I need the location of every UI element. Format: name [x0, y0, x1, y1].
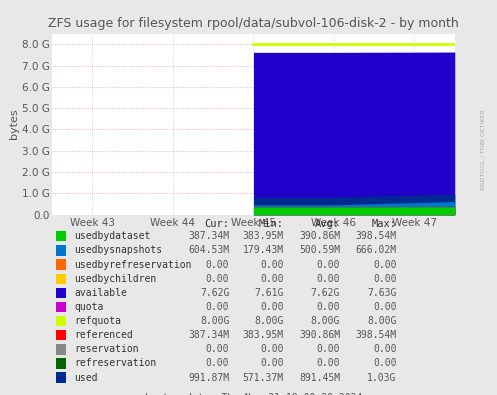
Text: 387.34M: 387.34M — [188, 330, 229, 340]
FancyBboxPatch shape — [56, 245, 66, 256]
Text: 0.00: 0.00 — [373, 359, 397, 369]
Text: 0.00: 0.00 — [260, 274, 284, 284]
Text: reservation: reservation — [75, 344, 139, 354]
Text: 571.37M: 571.37M — [243, 372, 284, 383]
Text: 7.62G: 7.62G — [200, 288, 229, 298]
Text: 0.00: 0.00 — [260, 260, 284, 269]
Text: 0.00: 0.00 — [317, 344, 340, 354]
FancyBboxPatch shape — [56, 330, 66, 340]
Text: 666.02M: 666.02M — [355, 245, 397, 256]
Text: 7.63G: 7.63G — [367, 288, 397, 298]
Title: ZFS usage for filesystem rpool/data/subvol-106-disk-2 - by month: ZFS usage for filesystem rpool/data/subv… — [48, 17, 459, 30]
Text: 0.00: 0.00 — [206, 260, 229, 269]
FancyBboxPatch shape — [56, 372, 66, 383]
Text: Max:: Max: — [371, 219, 397, 229]
Text: Min:: Min: — [258, 219, 284, 229]
Text: Cur:: Cur: — [204, 219, 229, 229]
Text: 398.54M: 398.54M — [355, 231, 397, 241]
FancyBboxPatch shape — [56, 358, 66, 369]
Text: 0.00: 0.00 — [317, 260, 340, 269]
Text: refreservation: refreservation — [75, 359, 157, 369]
FancyBboxPatch shape — [56, 273, 66, 284]
FancyBboxPatch shape — [56, 316, 66, 326]
Text: 991.87M: 991.87M — [188, 372, 229, 383]
Text: RRDTOOL / TOBI OETIKER: RRDTOOL / TOBI OETIKER — [481, 110, 486, 190]
Text: usedbydataset: usedbydataset — [75, 231, 151, 241]
Y-axis label: bytes: bytes — [9, 109, 19, 139]
Text: Last update: Thu Nov 21 19:00:20 2024: Last update: Thu Nov 21 19:00:20 2024 — [145, 393, 362, 395]
Text: 891.45M: 891.45M — [299, 372, 340, 383]
Text: 0.00: 0.00 — [373, 344, 397, 354]
FancyBboxPatch shape — [56, 260, 66, 270]
Text: 0.00: 0.00 — [260, 302, 284, 312]
Text: usedbyrefreservation: usedbyrefreservation — [75, 260, 192, 269]
Text: 500.59M: 500.59M — [299, 245, 340, 256]
Text: 604.53M: 604.53M — [188, 245, 229, 256]
FancyBboxPatch shape — [56, 231, 66, 241]
Text: usedbysnapshots: usedbysnapshots — [75, 245, 163, 256]
Text: quota: quota — [75, 302, 104, 312]
Text: 390.86M: 390.86M — [299, 231, 340, 241]
Text: available: available — [75, 288, 127, 298]
Text: Avg:: Avg: — [315, 219, 340, 229]
Text: 0.00: 0.00 — [206, 359, 229, 369]
Text: 0.00: 0.00 — [206, 344, 229, 354]
Text: 0.00: 0.00 — [317, 302, 340, 312]
Text: 0.00: 0.00 — [260, 359, 284, 369]
Text: 0.00: 0.00 — [317, 274, 340, 284]
Text: 0.00: 0.00 — [206, 302, 229, 312]
Text: 0.00: 0.00 — [260, 344, 284, 354]
Text: used: used — [75, 372, 98, 383]
FancyBboxPatch shape — [56, 344, 66, 355]
Text: 7.62G: 7.62G — [311, 288, 340, 298]
Text: 387.34M: 387.34M — [188, 231, 229, 241]
Text: 0.00: 0.00 — [317, 359, 340, 369]
Text: usedbychildren: usedbychildren — [75, 274, 157, 284]
Text: 7.61G: 7.61G — [254, 288, 284, 298]
Text: refquota: refquota — [75, 316, 121, 326]
Text: 0.00: 0.00 — [373, 260, 397, 269]
Text: 383.95M: 383.95M — [243, 231, 284, 241]
Text: 179.43M: 179.43M — [243, 245, 284, 256]
Text: 8.00G: 8.00G — [254, 316, 284, 326]
Text: 390.86M: 390.86M — [299, 330, 340, 340]
Text: 8.00G: 8.00G — [367, 316, 397, 326]
Text: 1.03G: 1.03G — [367, 372, 397, 383]
Text: 383.95M: 383.95M — [243, 330, 284, 340]
Text: 0.00: 0.00 — [373, 274, 397, 284]
FancyBboxPatch shape — [56, 288, 66, 298]
Text: 8.00G: 8.00G — [200, 316, 229, 326]
Text: referenced: referenced — [75, 330, 133, 340]
FancyBboxPatch shape — [56, 302, 66, 312]
Text: 0.00: 0.00 — [373, 302, 397, 312]
Text: 0.00: 0.00 — [206, 274, 229, 284]
Text: 398.54M: 398.54M — [355, 330, 397, 340]
Text: 8.00G: 8.00G — [311, 316, 340, 326]
